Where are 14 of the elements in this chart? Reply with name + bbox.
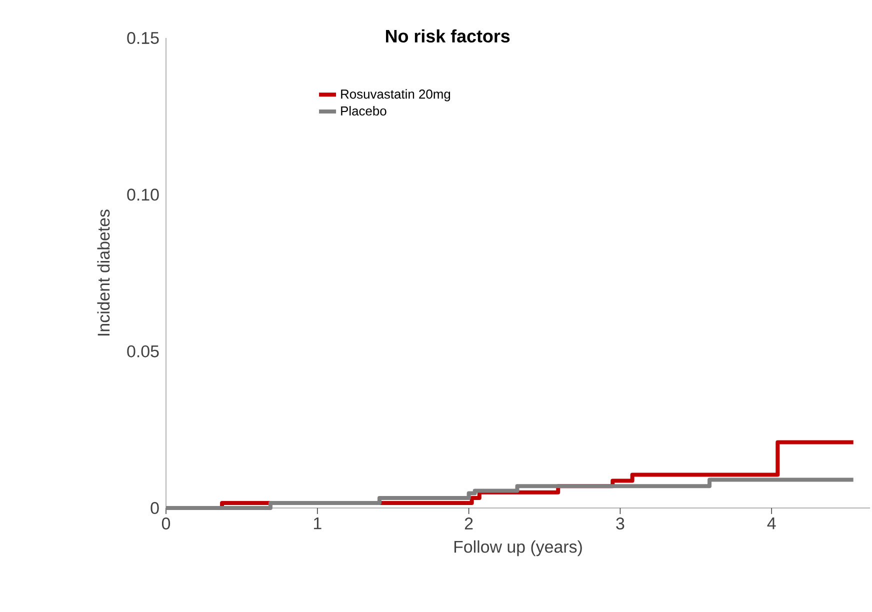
y-tick-label: 0.15 (127, 32, 159, 44)
y-tick-label: 0.10 (127, 188, 159, 201)
x-axis-title: Follow up (years) (454, 540, 582, 556)
x-tick-label: 4 (767, 518, 776, 530)
chart-title: No risk factors (386, 29, 510, 42)
y-axis-title: Incident diabetes (97, 210, 110, 336)
legend-label: Rosuvastatin 20mg (341, 89, 450, 102)
x-tick-label: 3 (616, 518, 624, 530)
legend-label: Placebo (341, 106, 386, 116)
x-tick-label: 1 (314, 518, 322, 530)
x-tick-label: 2 (464, 518, 473, 530)
y-tick-label: 0.05 (127, 345, 159, 358)
x-tick-label: 0 (162, 518, 170, 530)
y-tick-label: 0 (150, 502, 159, 514)
